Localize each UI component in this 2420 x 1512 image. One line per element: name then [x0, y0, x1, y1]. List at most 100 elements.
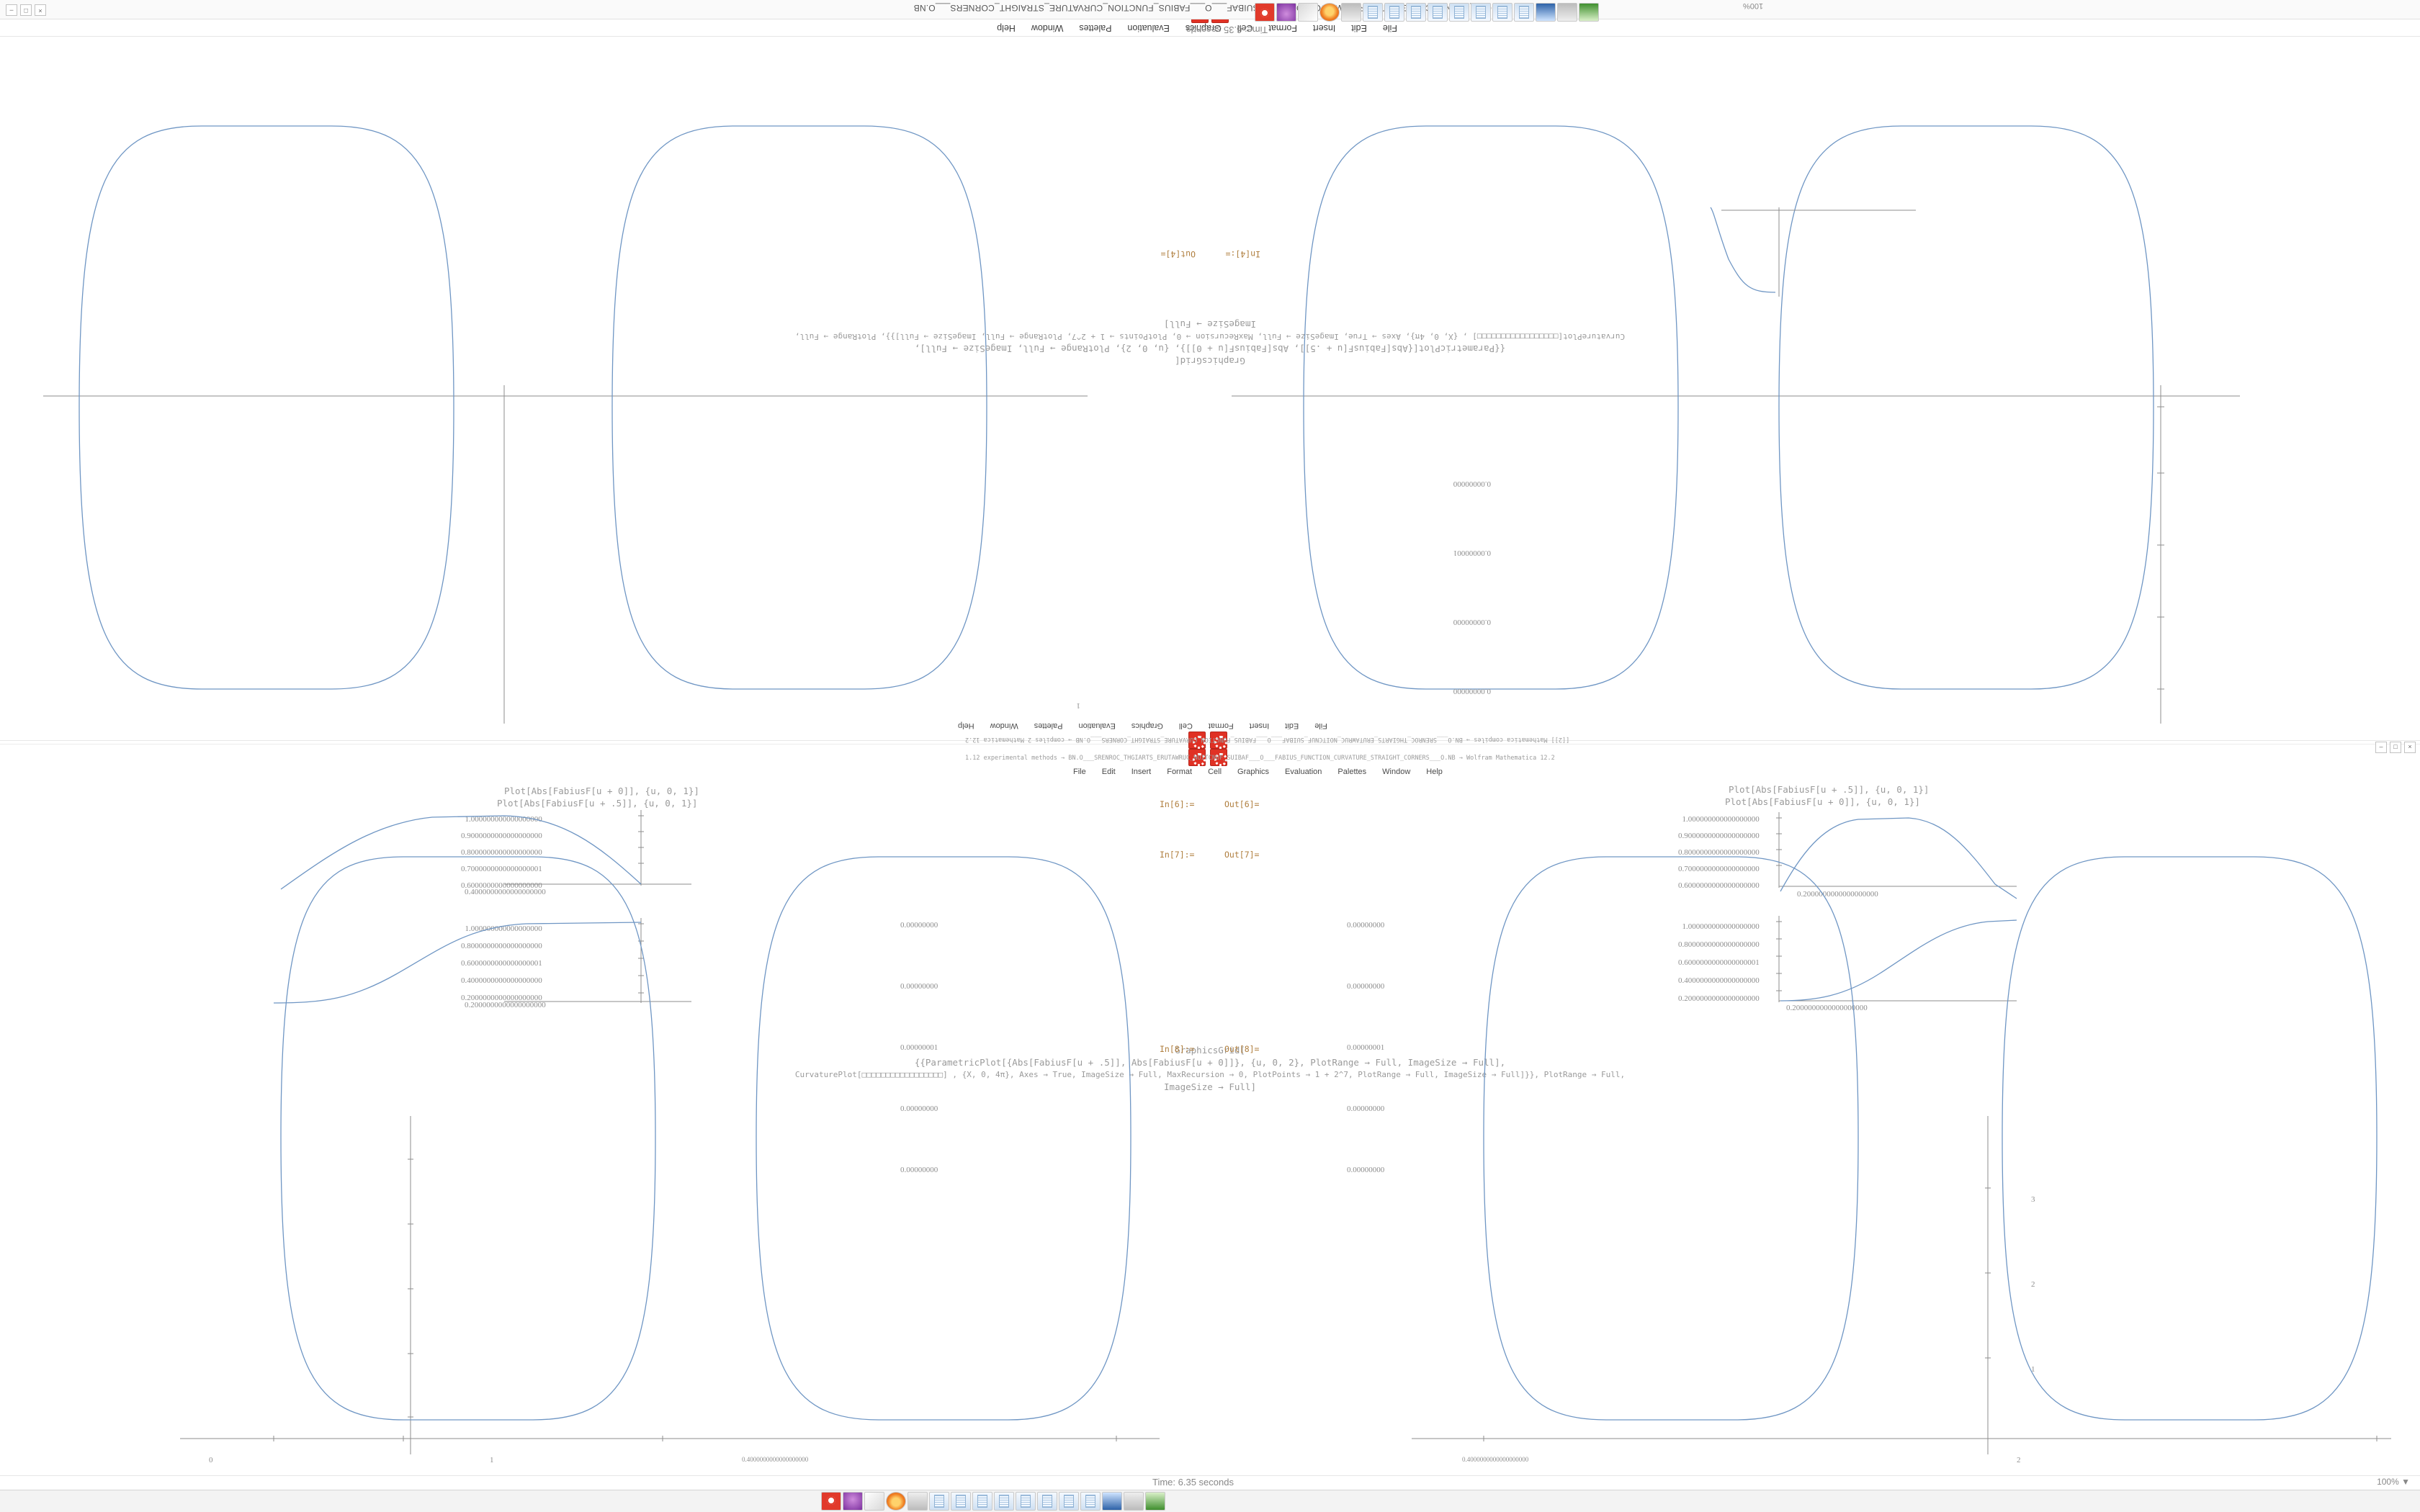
menu-window[interactable]: Window — [990, 721, 1018, 730]
window-buttons-bottom[interactable]: – □ × — [2375, 742, 2416, 753]
menu-format[interactable]: Format — [1208, 721, 1234, 730]
notebook-icon[interactable] — [972, 1492, 992, 1511]
mirrored-pane: 0.00000000 0.00000000 0.00000001 0.0000000… — [0, 0, 2420, 756]
plot-code-left-0: Plot[Abs[FabiusF[u + 0]], {u, 0, 1}] — [504, 786, 699, 796]
menu-cell[interactable]: Cell — [1178, 721, 1193, 730]
notebook-icon[interactable] — [1016, 1492, 1036, 1511]
gear-icon[interactable] — [1188, 732, 1206, 749]
close-button[interactable]: × — [2404, 742, 2416, 753]
menu-file[interactable]: File — [1073, 768, 1086, 776]
menu-evaluation[interactable]: Evaluation — [1078, 721, 1116, 730]
menu-insert[interactable]: Insert — [1131, 768, 1152, 776]
plot-code-left-1: Plot[Abs[FabiusF[u + .5]], {u, 0, 1}] — [497, 798, 698, 809]
avatar-icon[interactable] — [843, 1492, 863, 1511]
minimize-button[interactable]: – — [2375, 742, 2387, 753]
x-tick-left-0: 0 — [209, 1456, 213, 1464]
menubar-lower[interactable]: File Edit Insert Format Cell Graphics Ev… — [1073, 768, 1443, 776]
screen-icon[interactable] — [1341, 3, 1361, 22]
menubar-upper[interactable]: File Edit Insert Format Cell Graphics Ev… — [958, 721, 1327, 730]
terminal-icon[interactable] — [1579, 3, 1599, 22]
terminal-icon[interactable] — [1145, 1492, 1165, 1511]
menu-graphics[interactable]: Graphics — [1237, 768, 1270, 776]
menu-evaluation[interactable]: Evaluation — [1285, 768, 1322, 776]
fabius-decreasing-plot-mirrored — [1710, 207, 1916, 297]
notebook-icon[interactable] — [1492, 3, 1512, 22]
notebook-icon[interactable] — [929, 1492, 949, 1511]
notebook-icon[interactable] — [1037, 1492, 1057, 1511]
zoom-control[interactable]: 100% ▼ — [2377, 1477, 2410, 1487]
menu-edit[interactable]: Edit — [1285, 721, 1299, 730]
x-ticks-plateau: 0.4000000000000000000 — [465, 888, 546, 896]
taskbar-top[interactable] — [0, 0, 2420, 22]
x-ticks-bump: 0.2000000000000000000 — [1797, 890, 1878, 899]
save-icon[interactable] — [1102, 1492, 1122, 1511]
monitor-icon[interactable] — [1557, 3, 1577, 22]
chevron-down-icon[interactable]: ▼ — [2401, 1477, 2410, 1487]
statusbar: Time: 6.35 seconds 100% ▼ — [0, 1475, 2420, 1490]
menu-palettes[interactable]: Palettes — [1337, 768, 1367, 776]
menu-help[interactable]: Help — [958, 721, 974, 730]
out-label-a: Out[4]= — [1160, 249, 1196, 259]
notebook-icon[interactable] — [1514, 3, 1534, 22]
y-tick-cur-2: 2 — [2031, 1280, 2035, 1289]
gear-icon[interactable] — [1210, 732, 1227, 749]
document-icon[interactable] — [1298, 3, 1318, 22]
titlebar-top: BN.O___SRENROC_THGIARTS_ERUTAWRUC_NOITCN… — [0, 0, 2420, 19]
notebook-icon[interactable] — [951, 1492, 971, 1511]
menu-window[interactable]: Window — [1382, 768, 1411, 776]
y-tick-labels-right: 0.00000000 0.00000000 0.00000001 0.00000… — [1347, 921, 1385, 1174]
avatar-icon[interactable] — [1276, 3, 1296, 22]
toolbar-gears-lower[interactable] — [1188, 749, 1227, 766]
firefox-icon[interactable] — [1319, 3, 1340, 22]
notebook-icon[interactable] — [994, 1492, 1014, 1511]
menu-cell[interactable]: Cell — [1208, 768, 1222, 776]
taskbar-icons-top[interactable] — [0, 3, 2420, 22]
gear-icon[interactable] — [1188, 749, 1206, 766]
parametric-plot-left — [180, 856, 1160, 1454]
document-icon[interactable] — [864, 1492, 884, 1511]
fabius-plateau-plot — [280, 810, 691, 890]
menu-graphics[interactable]: Graphics — [1131, 721, 1163, 730]
menu-format[interactable]: Format — [1167, 768, 1193, 776]
in-label-e: In[8]:= — [1160, 1044, 1195, 1054]
gear-icon[interactable] — [1210, 749, 1227, 766]
firefox-icon[interactable] — [886, 1492, 906, 1511]
notebook-icon[interactable] — [1471, 3, 1491, 22]
time-status-mirrored: Time: 6.35 seconds — [1186, 24, 1268, 35]
notebook-icon[interactable] — [1406, 3, 1426, 22]
notebook-pane-mirrored: 0.00000000 0.00000000 0.00000001 0.0000000… — [0, 0, 2420, 756]
screen-icon[interactable] — [908, 1492, 928, 1511]
out-label-e: Out[8]= — [1224, 1044, 1260, 1054]
zoom-label[interactable]: 100% — [2377, 1477, 2399, 1487]
menu-help[interactable]: Help — [1426, 768, 1443, 776]
save-icon[interactable] — [1536, 3, 1556, 22]
in-label-c: In[6]:= — [1160, 799, 1195, 809]
taskbar[interactable] — [0, 1490, 2420, 1512]
toolbar-gears-upper[interactable] — [1188, 732, 1227, 749]
menu-file[interactable]: File — [1314, 721, 1327, 730]
monitor-icon[interactable] — [1124, 1492, 1144, 1511]
menu-palettes[interactable]: Palettes — [1034, 721, 1063, 730]
notebook-icon[interactable] — [1080, 1492, 1101, 1511]
maximize-button[interactable]: □ — [2390, 742, 2401, 753]
x-tick-left-1: 1 — [490, 1456, 494, 1464]
code-line-parametric: {{ParametricPlot[{Abs[FabiusF[u + .5]], … — [914, 1057, 1506, 1068]
notebook-icon[interactable] — [1428, 3, 1448, 22]
notebook-icon[interactable] — [1059, 1492, 1079, 1511]
x-tick-right-1: 2 — [2017, 1456, 2021, 1464]
y-tick-labels-left: 0.00000000 0.00000000 0.00000001 0.00000… — [900, 921, 938, 1174]
menu-insert[interactable]: Insert — [1249, 721, 1270, 730]
taskbar-icons[interactable] — [0, 1492, 1165, 1511]
fabius-bump-plot — [1776, 812, 2017, 899]
zoom-label-top[interactable]: 100% — [1743, 1, 1764, 10]
notebook-icon[interactable] — [1363, 3, 1383, 22]
gear-icon[interactable] — [821, 1492, 841, 1511]
graphicsgrid-code-line-2: CurvaturePlot[□□□□□□□□□□□□□□□□□] , {X, 0… — [794, 332, 1626, 341]
y-tick-labels-curvature-mirrored: 1 — [1076, 701, 1081, 710]
gear-icon[interactable] — [1255, 3, 1275, 22]
y-ticks-bump: 1.000000000000000000 0.90000000000000000… — [1678, 815, 1760, 890]
plot-code-right-0: Plot[Abs[FabiusF[u + .5]], {u, 0, 1}] — [1729, 784, 1930, 795]
menu-edit[interactable]: Edit — [1101, 768, 1116, 776]
notebook-icon[interactable] — [1449, 3, 1469, 22]
notebook-icon[interactable] — [1384, 3, 1404, 22]
